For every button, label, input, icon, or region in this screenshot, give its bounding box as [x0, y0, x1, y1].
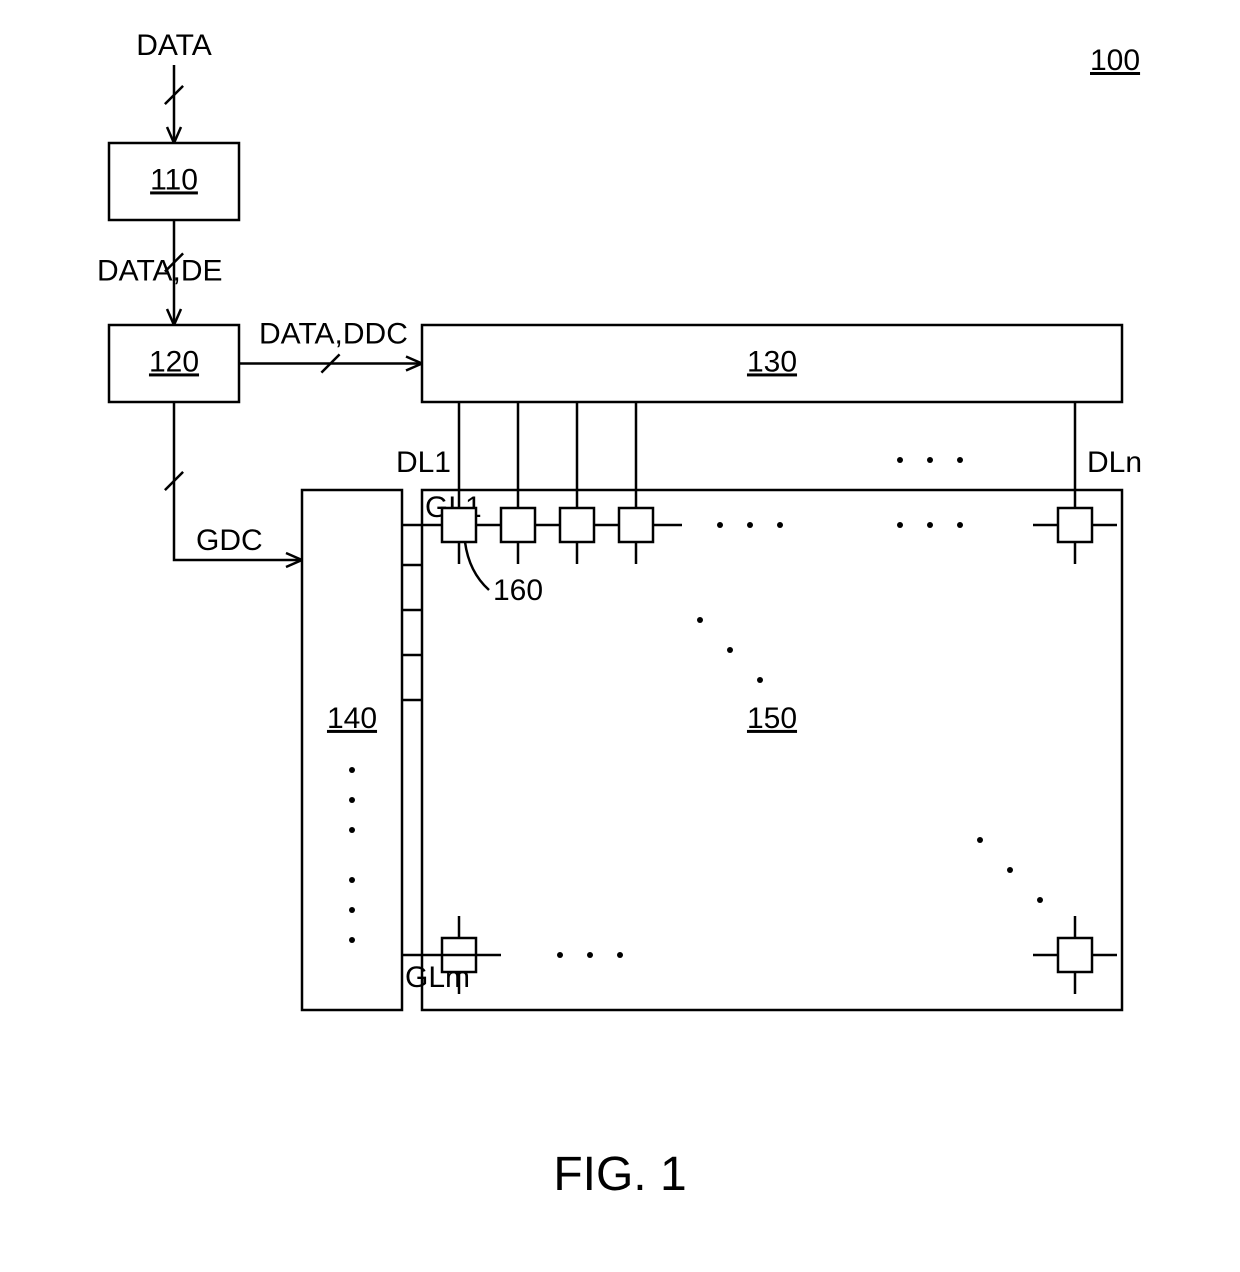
block-box: [501, 508, 535, 542]
diagram-label: 100: [1090, 44, 1140, 77]
block-box: [560, 508, 594, 542]
wire: [747, 522, 753, 528]
block-box: [619, 508, 653, 542]
diagram-label: DL1: [396, 446, 451, 479]
wire: [697, 617, 703, 623]
diagram-label: 120: [149, 345, 199, 378]
diagram-label: DATA,DDC: [259, 318, 408, 351]
wire: [757, 677, 763, 683]
wire: [587, 952, 593, 958]
block-box: [1058, 938, 1092, 972]
wire: [349, 907, 355, 913]
wire: [897, 522, 903, 528]
diagram-label: 130: [747, 345, 797, 378]
wire: [957, 457, 963, 463]
wire: [717, 522, 723, 528]
block-box: [1058, 508, 1092, 542]
wire: [349, 767, 355, 773]
block-box: [422, 490, 1122, 1010]
wire: [349, 877, 355, 883]
diagram-label: FIG. 1: [553, 1148, 686, 1201]
diagram-label: DATA: [136, 29, 212, 62]
diagram-label: GDC: [196, 524, 263, 557]
wire: [349, 937, 355, 943]
wire: [727, 647, 733, 653]
diagram-label: DLn: [1087, 446, 1142, 479]
wire: [957, 522, 963, 528]
wire: [1007, 867, 1013, 873]
wire: [349, 797, 355, 803]
wire: [557, 952, 563, 958]
wire: [977, 837, 983, 843]
diagram-label: 110: [150, 163, 198, 196]
figure-1-block-diagram: 100 110 120 130 140 150 DATA DATA,DE DATA,DDC GDC…: [0, 0, 1240, 1272]
diagram-label: DATA,DE: [97, 255, 223, 288]
diagram-label: 140: [327, 702, 377, 735]
block-box: [302, 490, 402, 1010]
wire: [927, 522, 933, 528]
wire: [349, 827, 355, 833]
wire: [1037, 897, 1043, 903]
wire: [777, 522, 783, 528]
diagram-label: 160: [493, 574, 543, 607]
wire: [927, 457, 933, 463]
block-box: [442, 508, 476, 542]
wire: [897, 457, 903, 463]
diagram-label: 150: [747, 702, 797, 735]
wire: [617, 952, 623, 958]
